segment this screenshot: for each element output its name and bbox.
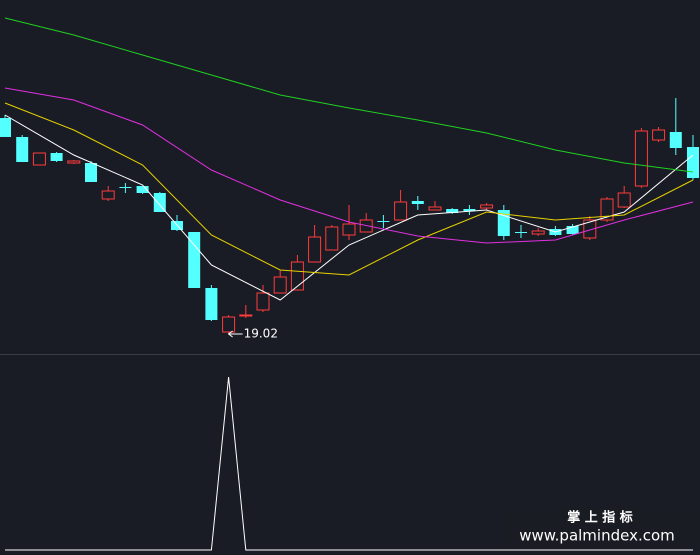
candle-body bbox=[342, 223, 356, 236]
candle-body bbox=[273, 276, 287, 294]
candle-body bbox=[50, 153, 63, 161]
moving-average-line bbox=[4, 17, 694, 173]
candle-body bbox=[101, 190, 115, 200]
candle-body bbox=[136, 186, 149, 193]
candle-body bbox=[463, 209, 476, 211]
candle-body bbox=[428, 206, 442, 211]
candle-body bbox=[394, 201, 408, 221]
indicator-panel bbox=[5, 376, 693, 551]
candle-body bbox=[377, 221, 390, 222]
candle-body bbox=[446, 209, 459, 213]
candle-body bbox=[308, 236, 322, 263]
indicator-line bbox=[5, 376, 693, 551]
price-panel: 19.02 bbox=[0, 17, 699, 341]
candle-body bbox=[205, 288, 218, 320]
candle-body bbox=[85, 163, 97, 182]
watermark-box bbox=[505, 506, 700, 548]
candle-body bbox=[0, 118, 11, 137]
candle-body bbox=[239, 314, 253, 317]
candle-body bbox=[652, 129, 666, 141]
candle-body bbox=[531, 230, 545, 235]
candle-body bbox=[566, 226, 579, 234]
candle-body bbox=[411, 201, 424, 204]
moving-average-line bbox=[4, 87, 694, 244]
candle-body bbox=[634, 130, 648, 187]
candle-body bbox=[119, 187, 132, 188]
low-arrow bbox=[227, 330, 243, 338]
candle-body bbox=[188, 232, 201, 288]
candle-body bbox=[67, 160, 81, 164]
candle-body bbox=[515, 232, 527, 233]
candle-body bbox=[325, 226, 339, 251]
candle-body bbox=[583, 219, 597, 239]
moving-average-line bbox=[4, 114, 694, 301]
candle-body bbox=[32, 152, 46, 166]
candle-body bbox=[290, 261, 304, 291]
low-label: 19.02 bbox=[244, 327, 278, 341]
candle-body bbox=[600, 198, 614, 221]
watermark-url: www.palmindex.com bbox=[519, 527, 675, 545]
candle-body bbox=[617, 192, 631, 208]
candle-body bbox=[669, 132, 682, 148]
candle-body bbox=[687, 147, 699, 178]
candle-body bbox=[256, 292, 270, 311]
watermark-title: 掌 上 指 标 bbox=[567, 510, 633, 526]
candle-body bbox=[222, 316, 236, 333]
moving-average-line bbox=[4, 102, 694, 276]
candle-body bbox=[153, 193, 166, 212]
candle-body bbox=[16, 137, 29, 162]
candle-body bbox=[480, 204, 494, 209]
